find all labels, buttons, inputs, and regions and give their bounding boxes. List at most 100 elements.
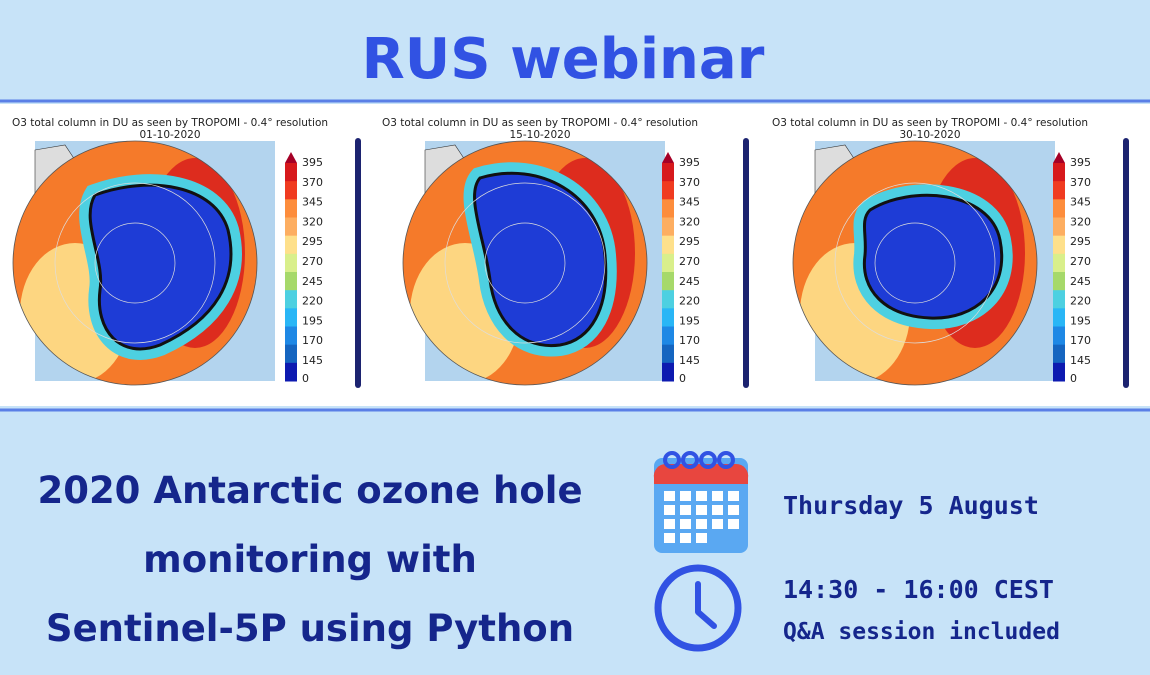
colorbar-cell	[1053, 253, 1065, 273]
colorbar-cell	[285, 362, 297, 382]
colorbar-label: 395	[302, 156, 323, 169]
grid	[94, 222, 176, 304]
colorbar-cell	[285, 290, 297, 309]
calendar-cell	[696, 505, 707, 515]
colorbar-label: 195	[302, 314, 323, 327]
colorbar-label: 220	[1070, 295, 1091, 308]
side-bar	[355, 138, 361, 388]
colorbar-label: 170	[1070, 334, 1091, 347]
calendar-cell	[712, 491, 723, 501]
colorbar-label: 145	[302, 354, 323, 367]
colorbar-label: 270	[679, 255, 700, 268]
colorbar-cell	[662, 308, 674, 327]
colorbar-cell	[662, 362, 674, 382]
maps: O3 total column in DU as seen by TROPOMI…	[12, 117, 1129, 388]
colorbar-cell	[285, 217, 297, 237]
colorbar-cell	[1053, 290, 1065, 309]
clock-icon	[654, 564, 742, 652]
colorbar-label: 370	[679, 176, 700, 189]
colorbar-label: 245	[1070, 275, 1091, 288]
map	[793, 141, 1037, 385]
calendar-cell	[696, 519, 707, 529]
colorbar-label: 170	[679, 334, 700, 347]
map-title: O3 total column in DU as seen by TROPOMI…	[382, 117, 698, 129]
colorbar-label: 320	[302, 215, 323, 228]
calendar-cell	[728, 519, 739, 529]
headline-line: monitoring with	[143, 538, 477, 581]
map-outline	[792, 140, 1038, 386]
event-time: 14:30 - 16:00 CEST	[783, 575, 1054, 604]
ozone-hole	[473, 171, 608, 348]
map-date: 01-10-2020	[139, 129, 200, 141]
colorbar-label: 395	[679, 156, 700, 169]
colorbar-cell	[662, 253, 674, 273]
colorbar-label: 295	[679, 235, 700, 248]
grid	[444, 182, 606, 344]
colorbar-label: 320	[679, 215, 700, 228]
colorbar-cell	[1053, 308, 1065, 327]
colorbar-label: 220	[679, 295, 700, 308]
colorbar-cell	[285, 308, 297, 327]
calendar-cell	[664, 533, 675, 543]
ozone-hole	[862, 193, 1004, 320]
map-title: O3 total column in DU as seen by TROPOMI…	[12, 117, 328, 129]
colorbar-label: 245	[302, 275, 323, 288]
grid	[874, 222, 956, 304]
event-date: Thursday 5 August	[783, 491, 1039, 520]
colorbar-cell	[1053, 362, 1065, 382]
colorbar-label: 295	[302, 235, 323, 248]
colorbar-cell	[662, 199, 674, 218]
colorbar-label: 295	[1070, 235, 1091, 248]
colorbar-cell	[1053, 235, 1065, 255]
calendar-cell	[712, 519, 723, 529]
ozone-hole	[88, 183, 233, 351]
colorbar-cell	[285, 199, 297, 218]
colorbar-cell	[285, 235, 297, 255]
side-bar	[743, 138, 749, 388]
colorbar-cell	[662, 272, 674, 291]
colorbar-cell	[285, 253, 297, 273]
event-note: Q&A session included	[783, 619, 1060, 645]
calendar-cell	[728, 505, 739, 515]
colorbar-cell	[1053, 272, 1065, 291]
colorbar-cell	[285, 272, 297, 291]
colorbar-label: 0	[679, 372, 686, 385]
colorbar-cell	[1053, 344, 1065, 364]
colorbar-cell	[662, 290, 674, 309]
colorbar-label: 270	[302, 255, 323, 268]
colorbar-label: 0	[302, 372, 309, 385]
page-title: RUS webinar	[362, 27, 765, 92]
colorbar-tip	[1053, 152, 1065, 163]
calendar-cell	[680, 519, 691, 529]
colorbar-cell	[662, 344, 674, 364]
calendar-cell	[664, 505, 675, 515]
colorbar-cell	[1053, 199, 1065, 218]
calendar-cell	[696, 533, 707, 543]
colorbar-label: 370	[302, 176, 323, 189]
colorbar-tip	[285, 152, 297, 163]
grid	[484, 222, 566, 304]
map-title: O3 total column in DU as seen by TROPOMI…	[772, 117, 1088, 129]
colorbar-label: 170	[302, 334, 323, 347]
colorbar-cell	[662, 181, 674, 200]
colorbar-cell	[662, 163, 674, 182]
colorbar-cell	[662, 217, 674, 237]
map	[13, 141, 257, 385]
colorbar-label: 345	[302, 196, 323, 209]
calendar-cell	[680, 505, 691, 515]
calendar-icon	[653, 451, 749, 553]
colorbar-label: 345	[1070, 196, 1091, 209]
colorbar-cell	[285, 163, 297, 182]
colorbar-label: 220	[302, 295, 323, 308]
colorbar-label: 0	[1070, 372, 1077, 385]
grid	[54, 182, 216, 344]
colorbar-cell	[1053, 217, 1065, 237]
headline-line: Sentinel-5P using Python	[46, 607, 574, 650]
colorbar-cell	[285, 344, 297, 364]
map-date: 15-10-2020	[509, 129, 570, 141]
calendar-cell	[680, 491, 691, 501]
colorbar-cell	[1053, 163, 1065, 182]
colorbar-label: 245	[679, 275, 700, 288]
calendar-cell	[664, 519, 675, 529]
calendar-cell	[728, 491, 739, 501]
